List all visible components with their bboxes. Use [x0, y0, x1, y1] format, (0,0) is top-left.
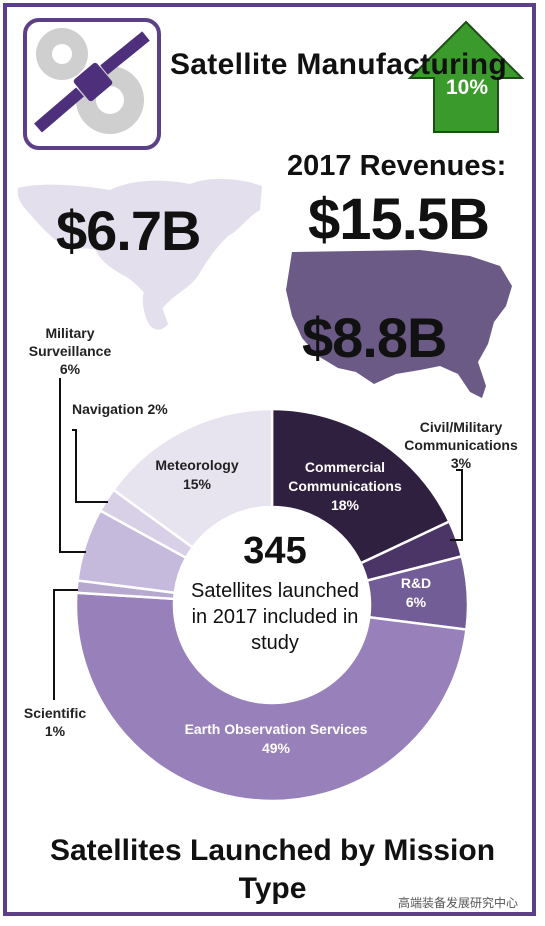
label-commercial-communications: Commercial Communications 18% [276, 458, 414, 515]
revenues-world: $6.7B [56, 199, 201, 262]
label-scientific: Scientific 1% [20, 704, 90, 740]
label-meteorology: Meteorology 15% [138, 456, 256, 494]
donut-chart [74, 407, 470, 803]
label-scientific-pct: 1% [44, 723, 66, 739]
page-title: Satellite Manufacturing [170, 48, 507, 81]
revenues-total: $15.5B [308, 187, 490, 252]
infographic-frame [3, 3, 536, 916]
label-scientific-name: Scientific [23, 705, 87, 721]
leader-lines [53, 378, 463, 700]
donut-hole [174, 507, 370, 703]
label-rd-pct: 6% [405, 594, 427, 610]
label-navigation: Navigation 2% [72, 400, 168, 418]
usa-map-silhouette [286, 250, 512, 398]
label-civil-military-pct: 3% [450, 455, 472, 471]
leader-line-civil-military [450, 469, 463, 541]
revenues-us: $8.8B [302, 306, 447, 369]
leader-line-scientific [53, 589, 78, 700]
chart-title: Satellites Launched by Mission Type [49, 834, 496, 905]
label-commercial-pct: 18% [330, 497, 360, 513]
label-navigation-name: Navigation [72, 401, 144, 417]
label-earth-observation-name: Earth Observation Services [184, 721, 368, 737]
label-earth-observation-pct: 49% [261, 740, 291, 756]
label-navigation-pct: 2% [147, 401, 168, 417]
satellite-icon [23, 18, 161, 150]
watermark-text: 高端装备发展研究中心 [398, 896, 519, 910]
label-rd-name: R&D [400, 575, 432, 591]
growth-percentage: 10% [445, 76, 489, 99]
label-military-surveillance-name: Military Surveillance [28, 325, 112, 359]
leader-line-navigation [72, 429, 108, 503]
revenues-label: 2017 Revenues: [287, 150, 507, 182]
center-satellite-count: 345 [243, 530, 307, 572]
center-description: Satellites launched in 2017 included in … [191, 580, 359, 654]
label-rd: R&D 6% [388, 574, 444, 612]
label-commercial-name: Commercial Communications [288, 459, 402, 494]
world-map-silhouette [17, 178, 263, 330]
label-military-surveillance: Military Surveillance 6% [20, 324, 120, 378]
label-meteorology-name: Meteorology [155, 457, 239, 473]
leader-line-military-surveillance [59, 378, 86, 553]
label-earth-observation: Earth Observation Services 49% [156, 720, 396, 758]
label-civil-military-name: Civil/Military Communications [404, 419, 518, 453]
growth-arrow [407, 20, 525, 133]
label-military-surveillance-pct: 6% [59, 361, 81, 377]
label-meteorology-pct: 15% [182, 476, 212, 492]
label-civil-military-communications: Civil/Military Communications 3% [392, 418, 530, 472]
